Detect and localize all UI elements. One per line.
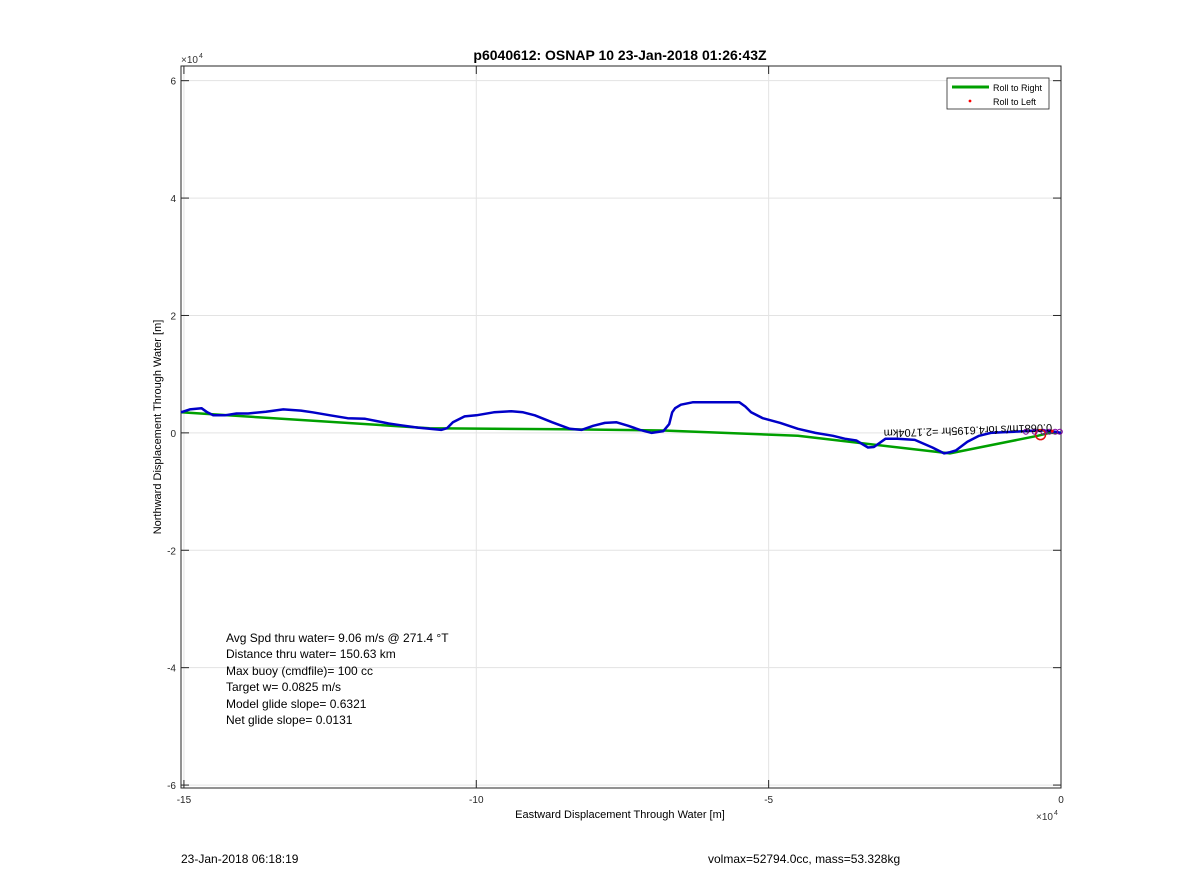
ticks: -15 -10 -5 0 -6 -4 -2 0 2 4 6 — [167, 66, 1064, 806]
footer-volmax-mass: volmax=52794.0cc, mass=53.328kg — [708, 852, 901, 866]
legend-roll-left-label: Roll to Left — [993, 97, 1037, 107]
svg-text:4: 4 — [1054, 810, 1058, 817]
stat-avg-speed: Avg Spd thru water= 9.06 m/s @ 271.4 °T — [226, 631, 449, 645]
y-tick-label: -4 — [167, 664, 176, 675]
grid — [181, 66, 1062, 788]
stats-annotation: Avg Spd thru water= 9.06 m/s @ 271.4 °T … — [226, 631, 449, 727]
end-marker — [1040, 428, 1047, 435]
y-tick-label: 2 — [170, 311, 176, 322]
start-marker-circle — [1034, 428, 1047, 441]
legend-roll-right-label: Roll to Right — [993, 83, 1043, 93]
y-tick-label: -6 — [167, 781, 176, 792]
legend-roll-left-swatch — [968, 99, 972, 103]
rotated-segment-label: 0.0681m/s for4.6195hr =2.1704km — [884, 421, 1053, 439]
stat-net-glide: Net glide slope= 0.0131 — [226, 713, 353, 727]
end-marker — [1022, 428, 1029, 435]
y-axis-label: Northward Displacement Through Water [m] — [152, 320, 164, 535]
stat-model-glide: Model glide slope= 0.6321 — [226, 697, 367, 711]
x-tick-label: -10 — [469, 795, 484, 806]
legend: Roll to Right Roll to Left — [946, 77, 1050, 110]
svg-text:×10: ×10 — [181, 55, 198, 66]
chart-title: p6040612: OSNAP 10 23-Jan-2018 01:26:43Z — [473, 47, 767, 63]
series-track-line — [180, 401, 1062, 455]
x-axis-label: Eastward Displacement Through Water [m] — [515, 809, 725, 821]
y-tick-label: 6 — [170, 77, 176, 88]
y-exponent-label: ×10 4 — [181, 53, 203, 66]
x-tick-label: 0 — [1058, 795, 1064, 806]
svg-text:4: 4 — [199, 53, 203, 60]
x-tick-label: -5 — [764, 795, 773, 806]
stat-target-w: Target w= 0.0825 m/s — [226, 680, 341, 694]
y-tick-label: -2 — [167, 546, 176, 557]
end-markers — [1022, 428, 1063, 441]
footer-timestamp: 23-Jan-2018 06:18:19 — [181, 852, 299, 866]
roll-left-point — [1050, 429, 1054, 433]
plot-frame — [180, 65, 1062, 789]
stat-max-buoy: Max buoy (cmdfile)= 100 cc — [226, 664, 373, 678]
stat-distance: Distance thru water= 150.63 km — [226, 647, 396, 661]
legend-box — [946, 77, 1050, 110]
y-tick-label: 4 — [170, 194, 176, 205]
x-exponent-label: ×10 4 — [1036, 810, 1058, 823]
y-tick-label: 0 — [170, 429, 176, 440]
end-marker — [1031, 428, 1038, 435]
x-tick-label: -15 — [177, 795, 192, 806]
end-marker — [1056, 428, 1063, 435]
svg-text:×10: ×10 — [1036, 812, 1053, 823]
